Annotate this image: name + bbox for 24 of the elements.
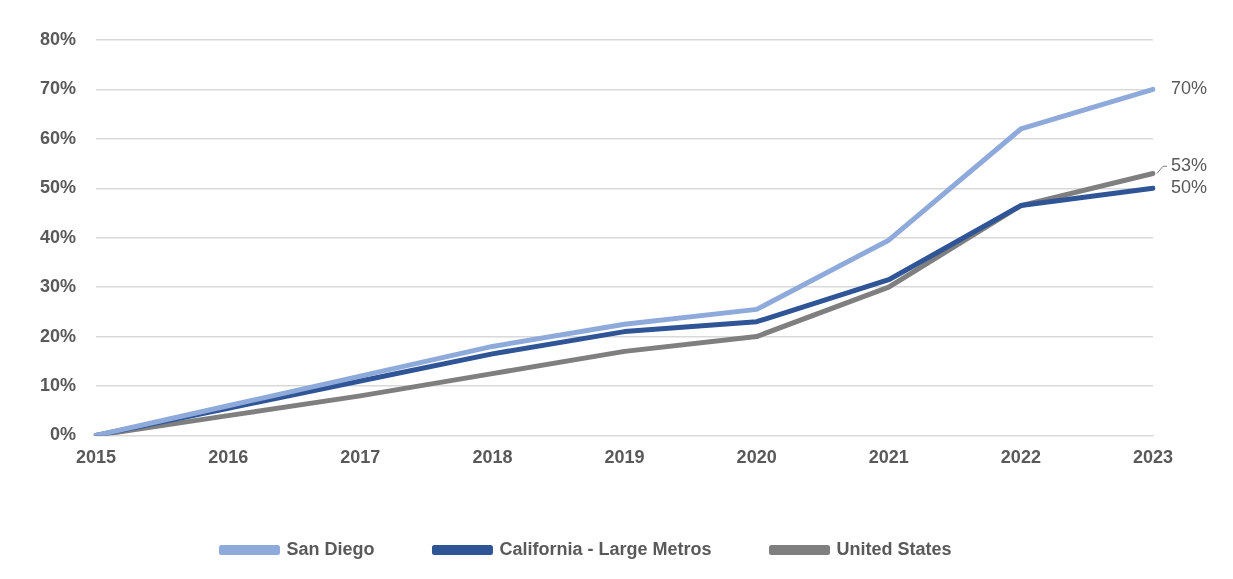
y-tick-label: 60% (40, 127, 77, 148)
y-tick-label: 20% (40, 325, 77, 346)
y-tick-label: 50% (40, 177, 77, 198)
y-tick-label: 70% (40, 78, 77, 99)
data-label: 53% (1171, 155, 1208, 176)
x-tick-label: 2017 (340, 447, 381, 468)
x-tick-label: 2023 (1132, 447, 1174, 468)
y-tick-label: 10% (40, 374, 77, 395)
data-label: 70% (1171, 78, 1208, 99)
x-tick-label: 2016 (208, 447, 249, 468)
x-tick-label: 2021 (868, 447, 909, 468)
x-tick-label: 2018 (472, 447, 513, 468)
legend-label: United States (836, 538, 952, 559)
x-tick-label: 2020 (736, 447, 777, 468)
data-label: 50% (1171, 177, 1208, 198)
y-tick-label: 30% (40, 276, 77, 297)
y-tick-label: 80% (40, 28, 77, 49)
y-tick-label: 0% (50, 424, 77, 445)
x-tick-label: 2022 (1000, 447, 1041, 468)
y-tick-label: 40% (40, 226, 77, 247)
x-tick-label: 2015 (76, 447, 117, 468)
x-tick-label: 2019 (604, 447, 645, 468)
legend-label: San Diego (286, 538, 375, 559)
legend-label: California - Large Metros (499, 538, 712, 559)
